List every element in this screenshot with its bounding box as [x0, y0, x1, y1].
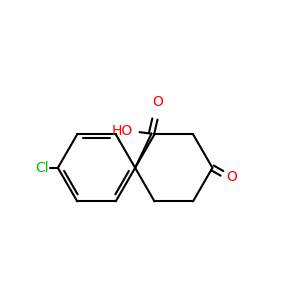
Text: Cl: Cl — [35, 161, 49, 175]
Text: HO: HO — [111, 124, 132, 138]
Text: O: O — [226, 170, 237, 184]
Text: O: O — [152, 95, 163, 109]
